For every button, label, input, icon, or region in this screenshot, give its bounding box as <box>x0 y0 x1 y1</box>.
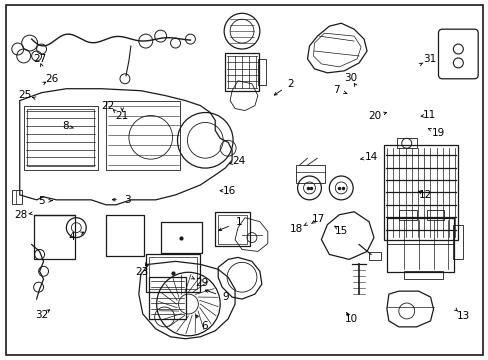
Text: 3: 3 <box>123 195 130 204</box>
Text: 32: 32 <box>35 310 48 320</box>
Text: 31: 31 <box>423 54 436 64</box>
Text: 1: 1 <box>235 217 242 227</box>
Text: 16: 16 <box>222 186 235 196</box>
Bar <box>368 252 380 260</box>
Bar <box>27 109 94 166</box>
Bar <box>396 138 416 148</box>
Bar <box>218 215 246 243</box>
Text: 8: 8 <box>62 121 69 131</box>
Text: 4: 4 <box>69 232 76 242</box>
Bar <box>386 218 453 272</box>
Text: 2: 2 <box>286 79 293 89</box>
Text: 28: 28 <box>15 210 28 220</box>
Text: 13: 13 <box>456 311 469 321</box>
Text: 24: 24 <box>232 157 245 166</box>
Text: 14: 14 <box>364 152 378 162</box>
Bar <box>12 190 21 204</box>
Bar <box>106 215 143 256</box>
Bar <box>34 215 75 260</box>
Bar <box>452 225 462 260</box>
Text: 27: 27 <box>33 54 46 64</box>
Bar <box>161 222 202 253</box>
Text: 19: 19 <box>431 128 444 138</box>
Bar <box>295 165 325 183</box>
Text: 25: 25 <box>19 90 32 100</box>
Bar <box>148 257 197 289</box>
Bar <box>257 59 265 85</box>
Text: 6: 6 <box>201 321 207 331</box>
Bar <box>145 255 200 292</box>
Bar <box>215 212 249 247</box>
Bar <box>24 105 98 170</box>
Bar <box>383 145 457 239</box>
Text: 30: 30 <box>343 73 356 83</box>
Text: 21: 21 <box>115 111 128 121</box>
Text: 18: 18 <box>290 224 303 234</box>
Text: 20: 20 <box>367 111 380 121</box>
Bar <box>224 53 258 91</box>
Text: 12: 12 <box>418 190 431 200</box>
Bar <box>106 100 180 170</box>
Text: 29: 29 <box>195 278 208 288</box>
Bar <box>398 210 416 220</box>
Bar <box>148 277 186 319</box>
Text: 5: 5 <box>38 196 45 206</box>
Text: 7: 7 <box>333 85 339 95</box>
Text: 10: 10 <box>344 314 357 324</box>
Bar <box>403 271 443 279</box>
Text: 9: 9 <box>223 292 229 302</box>
Bar <box>426 210 444 220</box>
Text: 22: 22 <box>101 101 114 111</box>
Text: 17: 17 <box>311 214 324 224</box>
Text: 11: 11 <box>423 110 436 120</box>
Text: 26: 26 <box>45 74 58 84</box>
Text: 23: 23 <box>135 267 148 277</box>
Text: 15: 15 <box>334 226 347 236</box>
